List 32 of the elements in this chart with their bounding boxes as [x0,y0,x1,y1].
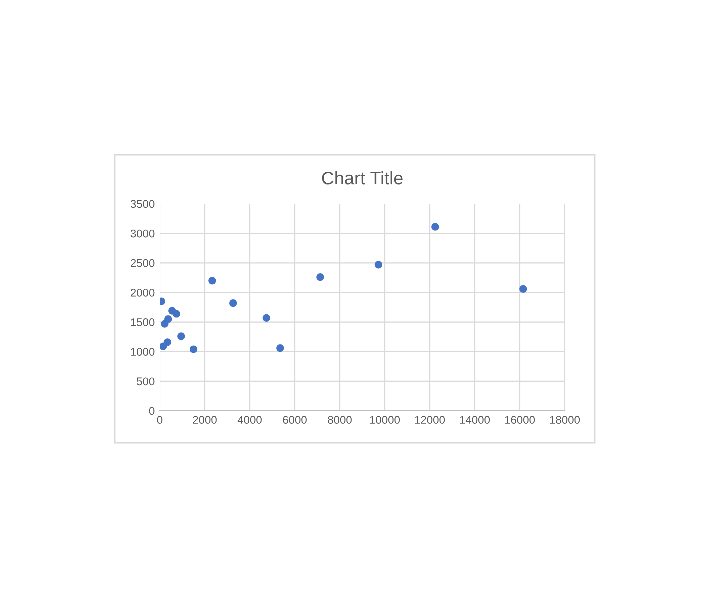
y-tick-label: 2500 [130,259,155,268]
x-tick-label: 18000 [550,416,580,424]
point [190,346,198,354]
point [208,277,216,285]
y-tick-label: 2000 [130,288,155,297]
y-tick-label: 1000 [131,348,155,356]
y-tick-label: 1500 [131,318,155,326]
x-tick-label: 16000 [505,416,536,424]
y-tick-label: 0 [149,407,155,416]
point [178,332,186,340]
point [520,285,528,293]
y-tick-label: 3000 [130,230,155,238]
y-tick-label: 3500 [130,200,155,208]
x-tick-label: 12000 [415,416,446,424]
point [230,300,238,308]
point [262,314,270,322]
chart-title: Chart Title [322,171,403,185]
point [172,310,180,318]
x-tick-label: 4000 [238,416,262,424]
x-tick-label: 8000 [328,416,352,424]
y-tick-label: 500 [137,378,155,386]
x-tick-label: 14000 [460,416,490,424]
x-tick-label: 6000 [283,416,307,424]
x-tick-label: 0 [157,416,163,424]
x-tick-label: 10000 [370,416,400,424]
point [164,338,172,346]
point [276,344,284,352]
point [164,316,172,324]
point [432,223,440,231]
point [316,274,324,282]
point [374,261,383,269]
x-tick-label: 2000 [193,416,217,424]
